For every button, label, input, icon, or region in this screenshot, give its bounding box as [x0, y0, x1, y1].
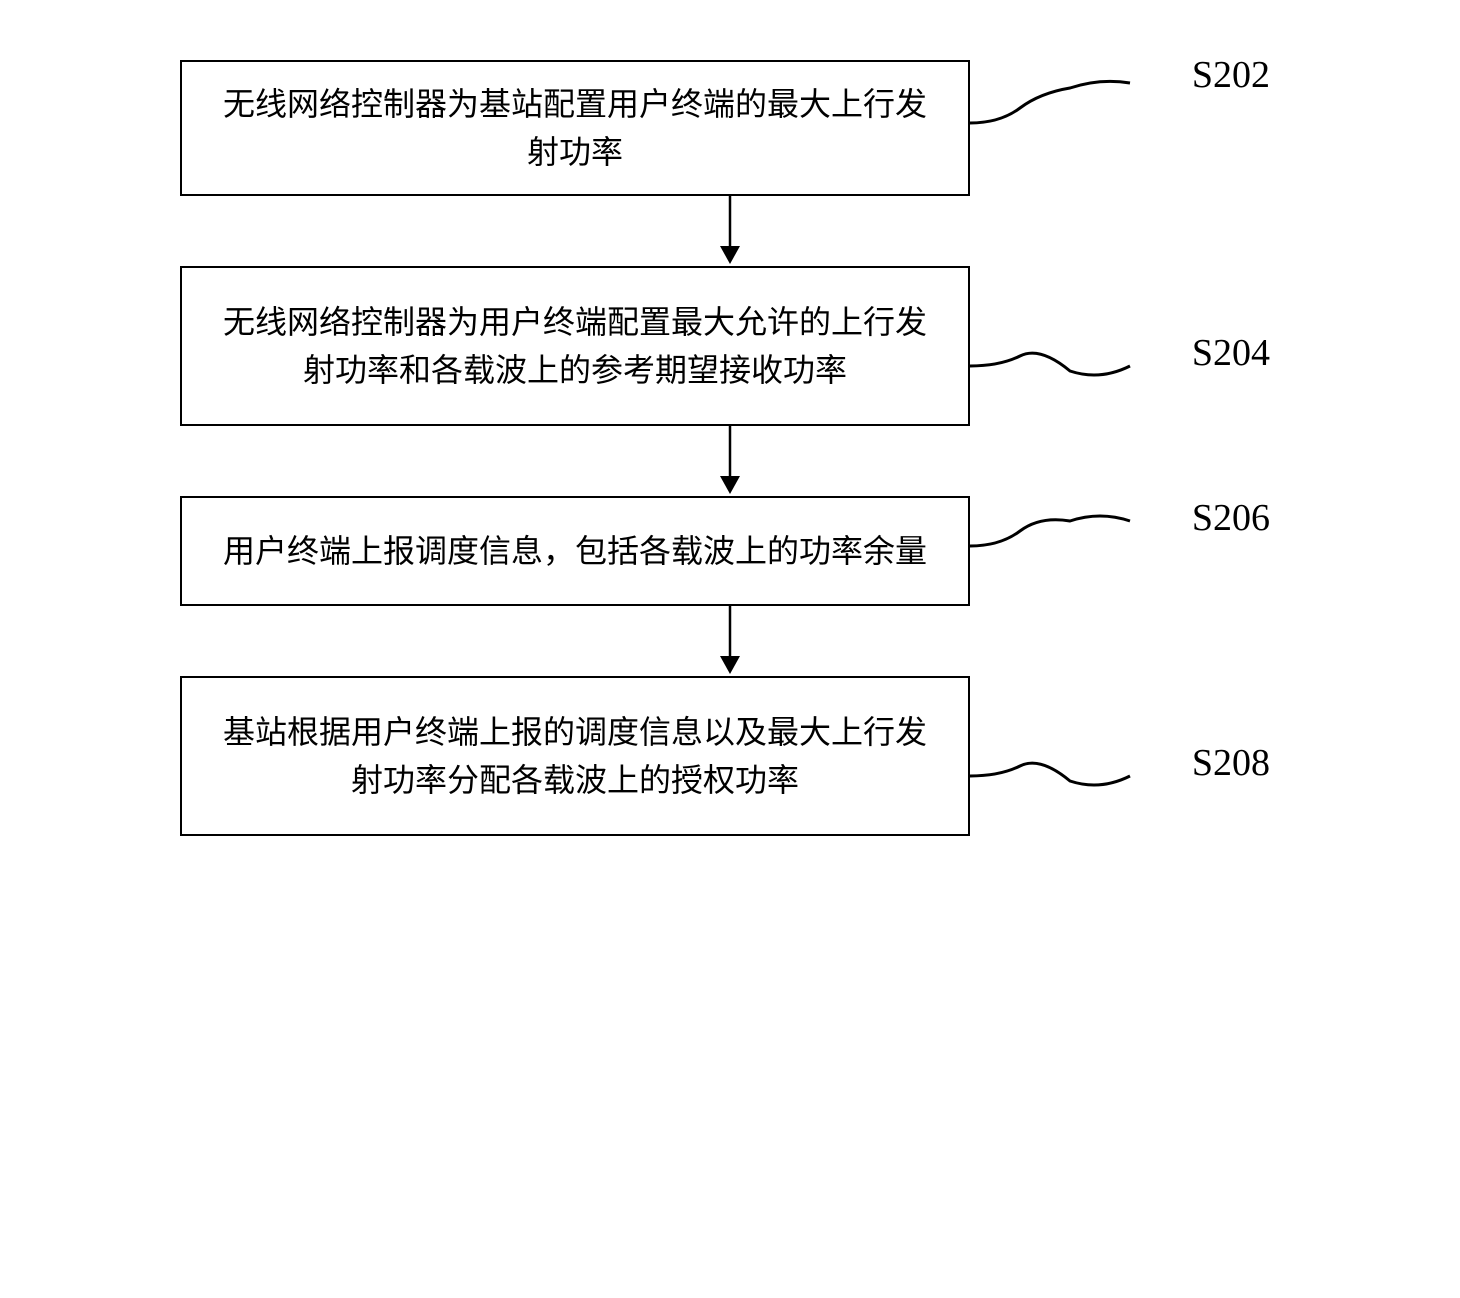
- step-label: S208: [1192, 741, 1270, 785]
- box-text: 用户终端上报调度信息，包括各载波上的功率余量: [223, 527, 927, 575]
- label-container: S208: [970, 726, 1280, 786]
- box-text: 基站根据用户终端上报的调度信息以及最大上行发射功率分配各载波上的授权功率: [212, 708, 938, 804]
- flowchart-row: 用户终端上报调度信息，包括各载波上的功率余量 S206: [180, 496, 1280, 606]
- arrow-container: [335, 426, 1125, 496]
- step-label: S204: [1192, 331, 1270, 375]
- connector-curve: [970, 506, 1150, 566]
- flowchart-box: 无线网络控制器为用户终端配置最大允许的上行发射功率和各载波上的参考期望接收功率: [180, 266, 970, 426]
- down-arrow-icon: [710, 196, 750, 266]
- arrow-container: [335, 606, 1125, 676]
- box-text: 无线网络控制器为用户终端配置最大允许的上行发射功率和各载波上的参考期望接收功率: [212, 298, 938, 394]
- flowchart-row: 基站根据用户终端上报的调度信息以及最大上行发射功率分配各载波上的授权功率 S20…: [180, 676, 1280, 836]
- step-label: S202: [1192, 53, 1270, 97]
- flowchart-box: 无线网络控制器为基站配置用户终端的最大上行发射功率: [180, 60, 970, 196]
- flowchart-row: 无线网络控制器为用户终端配置最大允许的上行发射功率和各载波上的参考期望接收功率 …: [180, 266, 1280, 426]
- label-container: S204: [970, 316, 1280, 376]
- connector-curve: [970, 73, 1150, 133]
- arrow-container: [335, 196, 1125, 266]
- label-container: S206: [970, 521, 1280, 581]
- connector-curve: [970, 746, 1150, 806]
- label-container: S202: [970, 98, 1280, 158]
- flowchart-container: 无线网络控制器为基站配置用户终端的最大上行发射功率 S202 无线网络控制器为用…: [180, 60, 1280, 836]
- down-arrow-icon: [710, 426, 750, 496]
- flowchart-box: 用户终端上报调度信息，包括各载波上的功率余量: [180, 496, 970, 606]
- step-label: S206: [1192, 496, 1270, 540]
- box-text: 无线网络控制器为基站配置用户终端的最大上行发射功率: [212, 80, 938, 176]
- connector-curve: [970, 336, 1150, 396]
- down-arrow-icon: [710, 606, 750, 676]
- flowchart-box: 基站根据用户终端上报的调度信息以及最大上行发射功率分配各载波上的授权功率: [180, 676, 970, 836]
- flowchart-row: 无线网络控制器为基站配置用户终端的最大上行发射功率 S202: [180, 60, 1280, 196]
